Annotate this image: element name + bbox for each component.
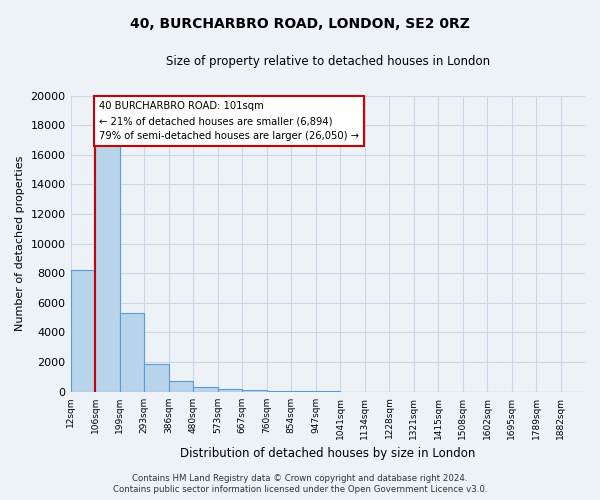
Text: Contains HM Land Registry data © Crown copyright and database right 2024.
Contai: Contains HM Land Registry data © Crown c…	[113, 474, 487, 494]
Bar	[242, 390, 266, 392]
Bar	[218, 390, 242, 392]
Bar	[71, 270, 95, 392]
Bar	[95, 146, 119, 392]
Bar	[169, 380, 193, 392]
Bar	[144, 364, 169, 392]
Text: 40, BURCHARBRO ROAD, LONDON, SE2 0RZ: 40, BURCHARBRO ROAD, LONDON, SE2 0RZ	[130, 18, 470, 32]
Title: Size of property relative to detached houses in London: Size of property relative to detached ho…	[166, 55, 490, 68]
Bar	[119, 313, 144, 392]
Bar	[266, 391, 291, 392]
Text: 40 BURCHARBRO ROAD: 101sqm
← 21% of detached houses are smaller (6,894)
79% of s: 40 BURCHARBRO ROAD: 101sqm ← 21% of deta…	[99, 102, 359, 141]
Y-axis label: Number of detached properties: Number of detached properties	[15, 156, 25, 332]
Bar	[193, 387, 218, 392]
X-axis label: Distribution of detached houses by size in London: Distribution of detached houses by size …	[180, 447, 475, 460]
